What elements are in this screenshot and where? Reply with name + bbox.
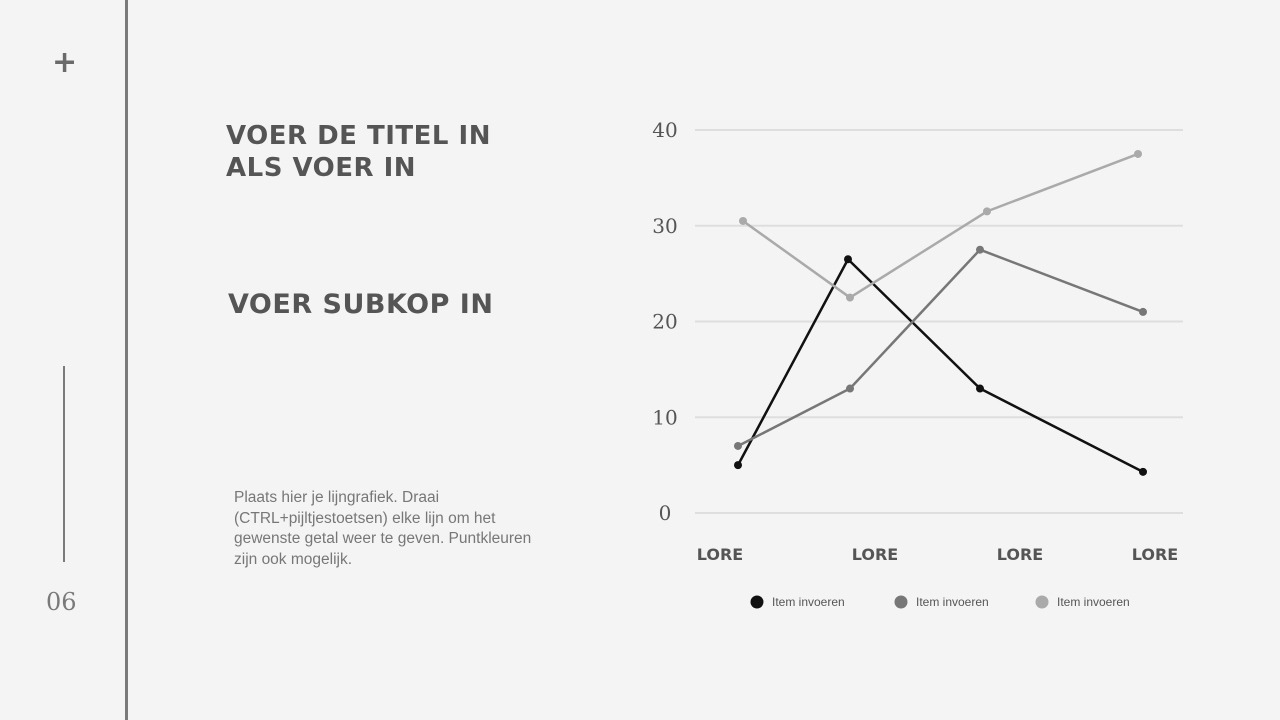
y-axis-ticks: 0 10 20 30 40 (652, 118, 677, 525)
data-point[interactable] (976, 384, 984, 393)
slide-title[interactable]: Voer de titel in als voer in (226, 121, 491, 183)
legend-label: Item invoeren (772, 595, 845, 609)
line-chart[interactable]: 0 10 20 30 40 LORE LORE LORE LORE Item invoeren… (600, 100, 1240, 640)
data-point[interactable] (734, 441, 742, 450)
y-tick-label: 20 (652, 310, 677, 334)
y-tick-label: 0 (659, 501, 672, 525)
vertical-divider (125, 0, 128, 720)
data-point[interactable] (844, 255, 852, 264)
legend-item: Item invoeren (894, 595, 989, 609)
series-path (742, 152, 1139, 299)
legend-marker (894, 595, 908, 609)
plus-icon[interactable]: + (52, 45, 78, 80)
x-tick-label: LORE (697, 545, 743, 564)
data-point[interactable] (983, 207, 991, 216)
legend-label: Item invoeren (916, 595, 989, 609)
data-point[interactable] (1134, 149, 1142, 158)
y-tick-label: 30 (652, 214, 677, 238)
slide-subtitle[interactable]: Voer subkop in (228, 289, 494, 320)
data-point[interactable] (846, 384, 854, 393)
x-tick-label: LORE (1132, 545, 1178, 564)
x-tick-label: LORE (852, 545, 898, 564)
legend-item: Item invoeren (1035, 595, 1130, 609)
legend-label: Item invoeren (1057, 595, 1130, 609)
series-line[interactable] (734, 245, 1147, 450)
chart-gridlines (695, 129, 1183, 514)
data-point[interactable] (734, 461, 742, 470)
series-line[interactable] (734, 255, 1147, 476)
y-tick-label: 40 (652, 118, 677, 142)
legend-item: Item invoeren (750, 595, 845, 609)
data-point[interactable] (1139, 307, 1147, 316)
series-path (737, 248, 1144, 448)
side-accent-line (63, 366, 65, 562)
data-point[interactable] (1139, 467, 1147, 476)
series-path (736, 258, 1144, 473)
x-tick-label: LORE (997, 545, 1043, 564)
page-number: 06 (46, 588, 77, 616)
data-point[interactable] (739, 216, 747, 225)
y-tick-label: 10 (652, 405, 677, 429)
x-axis-ticks: LORE LORE LORE LORE (697, 545, 1178, 564)
body-text[interactable]: Plaats hier je lijngrafiek. Draai (CTRL+… (234, 489, 532, 568)
data-point[interactable] (976, 245, 984, 254)
chart-legend: Item invoeren Item invoeren Item invoeren (750, 595, 1130, 609)
legend-marker (1035, 595, 1049, 609)
series-line[interactable] (739, 149, 1142, 302)
chart-series (734, 149, 1147, 476)
data-point[interactable] (846, 293, 854, 302)
legend-marker (750, 595, 764, 609)
